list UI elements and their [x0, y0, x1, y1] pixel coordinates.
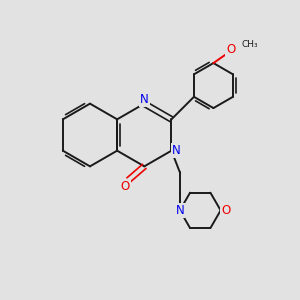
Text: CH₃: CH₃: [242, 40, 259, 49]
Text: O: O: [121, 180, 130, 193]
Text: N: N: [140, 93, 149, 106]
Text: O: O: [221, 204, 231, 217]
Text: N: N: [172, 144, 180, 157]
Text: O: O: [226, 43, 236, 56]
Text: N: N: [176, 204, 184, 217]
